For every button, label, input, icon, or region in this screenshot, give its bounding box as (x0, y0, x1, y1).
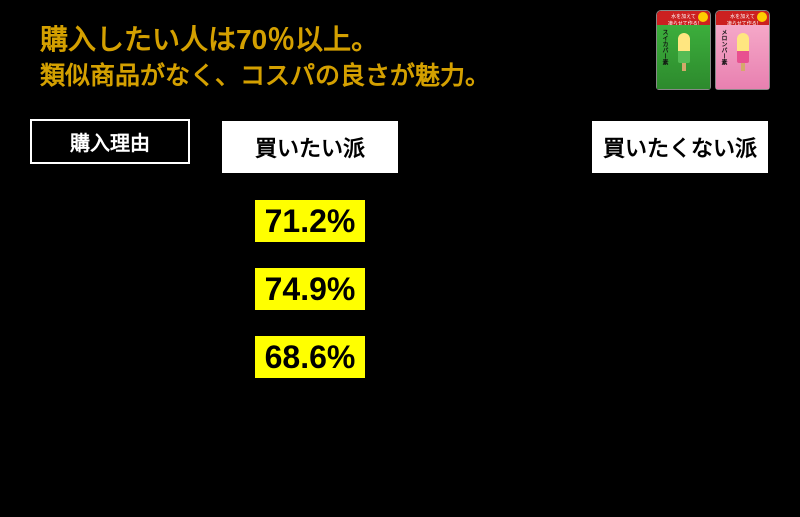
value-want: 74.9% (220, 266, 400, 312)
table-row: 価格が手ごろそう・コスパが良いから 74.9% 14.2% 10.9% (30, 255, 770, 323)
can-green: 水を加えて凍らせて作る! スイカバー素 (656, 10, 711, 90)
table-row: 似たような商品を知らないから 71.2% 17.6% 11.2% (30, 187, 770, 255)
reason-label: 購入理由 (30, 119, 190, 164)
column-headers: 買いたい派 どちらでもない 買いたくない派 (220, 119, 770, 175)
product-cans: 水を加えて凍らせて作る! スイカバー素 水を加えて凍らせて作る! メロンバー素 (656, 10, 770, 90)
value-want: 68.6% (220, 334, 400, 380)
value-notwant: 11.2% (590, 208, 770, 234)
can-label: スイカバー素 (660, 29, 669, 65)
value-mid: 14.2% (400, 276, 590, 302)
highlight-value: 74.9% (253, 266, 368, 312)
row-label: 価格が手ごろそう・コスパが良いから (30, 266, 220, 313)
can-top-text: 水を加えて凍らせて作る! (657, 11, 710, 25)
table-header-row: 購入理由 買いたい派 どちらでもない 買いたくない派 (30, 119, 770, 175)
highlight-value: 71.2% (253, 198, 368, 244)
can-top-text: 水を加えて凍らせて作る! (716, 11, 769, 25)
highlight-value: 68.6% (253, 334, 368, 380)
can-pink: 水を加えて凍らせて作る! メロンバー素 (715, 10, 770, 90)
content: 購入理由 買いたい派 どちらでもない 買いたくない派 似たような商品を知らないか… (0, 104, 800, 391)
can-body: メロンバー素 (716, 25, 769, 89)
value-notwant: 12.8% (590, 344, 770, 370)
popsicle-icon (678, 33, 690, 63)
col-header-want: 買いたい派 (220, 119, 400, 175)
popsicle-icon (737, 33, 749, 63)
col-header-mid: どちらでもない (400, 119, 590, 175)
can-label: メロンバー素 (719, 29, 728, 65)
value-mid: 17.6% (400, 208, 590, 234)
row-label: 似たような商品を知らないから (30, 198, 220, 245)
table-row: アイスだけでなくジュースにもなるから 68.6% 18.6% 12.8% (30, 323, 770, 391)
col-header-notwant: 買いたくない派 (590, 119, 770, 175)
value-want: 71.2% (220, 198, 400, 244)
table-rows: 似たような商品を知らないから 71.2% 17.6% 11.2% 価格が手ごろそ… (30, 187, 770, 391)
footnote: ※ N=2,000（男女20～59歳）当社調べ (547, 480, 770, 499)
row-label: アイスだけでなくジュースにもなるから (30, 334, 220, 381)
value-notwant: 10.9% (590, 276, 770, 302)
value-mid: 18.6% (400, 344, 590, 370)
can-body: スイカバー素 (657, 25, 710, 89)
header: 購入したい人は70％以上。 類似商品がなく、コスパの良さが魅力。 水を加えて凍ら… (0, 0, 800, 104)
